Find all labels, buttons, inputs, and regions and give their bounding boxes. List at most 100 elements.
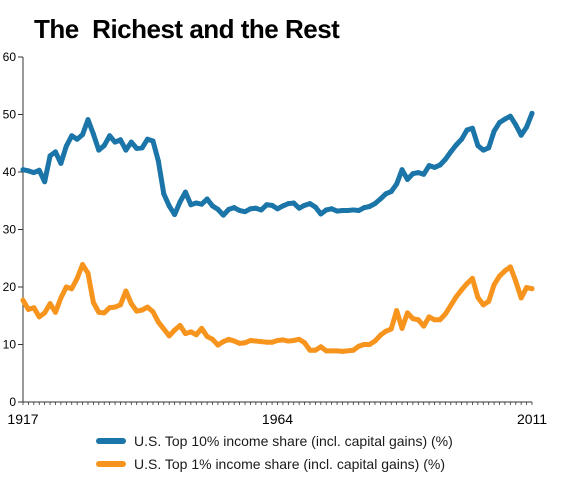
top-1-percent-point xyxy=(177,323,183,329)
top-1-percent-point xyxy=(491,282,497,288)
top-1-percent-point xyxy=(96,309,102,315)
top-10-percent-point xyxy=(453,142,459,148)
y-tick-label: 10 xyxy=(3,338,17,352)
top-1-percent-point xyxy=(448,302,454,308)
top-10-percent-point xyxy=(432,164,438,170)
top-10-percent-point xyxy=(524,124,530,130)
top-10-percent-point xyxy=(172,212,178,218)
top-10-percent-point xyxy=(394,181,400,187)
top-1-percent-point xyxy=(469,275,475,281)
axes xyxy=(22,57,532,403)
top-10-percent-point xyxy=(329,206,335,212)
top-1-percent-point xyxy=(475,294,481,300)
top-1-percent-point xyxy=(453,294,459,300)
top-1-percent-point xyxy=(302,340,308,346)
top-1-percent-point xyxy=(128,301,134,307)
top-1-percent-point xyxy=(258,339,264,345)
top-10-percent-point xyxy=(377,196,383,202)
top-10-percent-point xyxy=(155,158,161,164)
top-10-percent-point xyxy=(85,117,91,123)
top-10-percent-point xyxy=(350,207,356,213)
top-10-percent-point xyxy=(177,199,183,205)
top-10-percent-point xyxy=(312,204,318,210)
top-1-percent-point xyxy=(518,295,524,301)
top-1-percent-point xyxy=(367,342,373,347)
legend-swatch-top-1 xyxy=(96,460,126,467)
top-10-percent-point xyxy=(469,125,475,131)
top-10-percent-point xyxy=(323,207,329,213)
top-10-percent-point xyxy=(215,206,221,212)
top-10-percent-point xyxy=(226,206,232,212)
legend-item-top-10: U.S. Top 10% income share (incl. capital… xyxy=(96,429,453,452)
y-axis-ticks: 0 10 20 30 40 50 60 xyxy=(3,50,23,409)
top-10-percent-point xyxy=(150,138,156,144)
top-10-percent-point xyxy=(497,120,503,126)
top-1-percent-point xyxy=(296,336,302,342)
top-10-percent-point xyxy=(361,205,367,211)
top-10-percent-point xyxy=(291,200,297,206)
top-1-percent-point xyxy=(247,337,253,343)
series-lines xyxy=(20,110,535,354)
top-10-percent-point xyxy=(25,168,31,174)
top-1-percent-point xyxy=(237,340,243,346)
top-1-percent-point xyxy=(220,339,226,345)
top-1-percent-point xyxy=(280,337,286,343)
top-1-percent-point xyxy=(426,314,432,320)
top-10-percent-point xyxy=(242,209,248,215)
top-10-percent-point xyxy=(296,205,302,211)
top-1-percent-point xyxy=(182,331,188,337)
top-1-percent-point xyxy=(215,342,221,348)
top-10-percent-point xyxy=(145,136,151,142)
top-10-percent-line xyxy=(20,110,535,218)
top-10-percent-point xyxy=(166,203,172,209)
legend-label-top-10: U.S. Top 10% income share (incl. capital… xyxy=(134,432,453,449)
top-10-percent-point xyxy=(161,191,167,197)
top-10-percent-point xyxy=(269,202,275,208)
top-10-percent-point xyxy=(96,147,102,153)
top-1-percent-point xyxy=(383,328,389,334)
top-1-percent-point xyxy=(345,348,351,354)
top-10-percent-point xyxy=(90,131,96,137)
top-10-percent-point xyxy=(36,167,42,173)
top-10-percent-point xyxy=(47,153,53,159)
top-1-percent-point xyxy=(432,317,438,323)
top-1-percent-point xyxy=(69,286,75,292)
legend: U.S. Top 10% income share (incl. capital… xyxy=(96,429,453,475)
top-1-percent-point xyxy=(52,309,58,315)
top-1-percent-point xyxy=(524,285,530,291)
top-10-percent-point xyxy=(345,208,351,214)
top-10-percent-point xyxy=(529,110,535,116)
top-10-percent-point xyxy=(388,189,394,195)
top-1-percent-point xyxy=(275,337,280,343)
top-10-percent-point xyxy=(437,162,443,168)
top-1-percent-point xyxy=(139,307,145,313)
chart-title: The Richest and the Rest xyxy=(34,14,340,44)
top-1-percent-point xyxy=(20,297,26,303)
top-10-percent-point xyxy=(383,191,389,197)
x-axis-ticks: 1917 1964 2011 xyxy=(7,402,547,427)
top-10-percent-point xyxy=(367,204,373,209)
top-1-percent-point xyxy=(188,329,194,335)
top-1-percent-point xyxy=(74,275,80,281)
top-10-percent-point xyxy=(464,127,470,133)
top-1-percent-point xyxy=(339,348,345,354)
top-10-percent-point xyxy=(123,147,129,153)
top-10-percent-point xyxy=(275,206,280,212)
top-10-percent-point xyxy=(258,207,264,213)
top-1-percent-point xyxy=(150,309,156,315)
top-1-percent-point xyxy=(513,278,519,284)
top-1-percent-point xyxy=(90,300,96,306)
top-10-percent-point xyxy=(421,171,427,177)
legend-item-top-1: U.S. Top 1% income share (incl. capital … xyxy=(96,452,453,475)
top-10-percent-point xyxy=(404,176,410,182)
top-10-percent-point xyxy=(502,116,508,122)
top-1-percent-point xyxy=(459,287,465,293)
top-1-percent-point xyxy=(193,332,199,338)
top-1-percent-point xyxy=(134,308,140,314)
top-10-percent-point xyxy=(188,202,194,208)
top-1-percent-point xyxy=(269,339,275,345)
top-1-percent-point xyxy=(112,304,118,310)
top-1-percent-point xyxy=(231,338,237,344)
top-1-percent-point xyxy=(199,325,205,331)
top-10-percent-point xyxy=(253,205,259,211)
